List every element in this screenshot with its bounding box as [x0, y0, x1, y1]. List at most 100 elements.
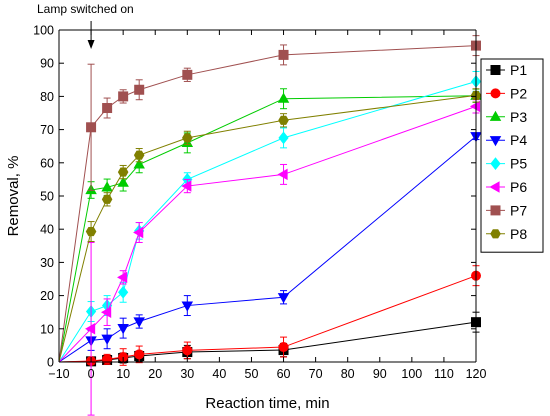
- legend-marker: [490, 205, 501, 216]
- data-point: [118, 91, 129, 102]
- legend-marker: [489, 110, 502, 121]
- legend-label: P6: [510, 179, 527, 195]
- y-tick-label: 0: [47, 356, 54, 370]
- x-tick-label: 110: [434, 367, 454, 381]
- y-tick-label: 60: [40, 156, 54, 170]
- legend-marker: [489, 181, 500, 193]
- data-point: [278, 115, 289, 125]
- data-point: [101, 334, 113, 345]
- data-point: [469, 100, 481, 113]
- y-tick-label: 100: [33, 24, 54, 38]
- legend-label: P5: [510, 156, 527, 172]
- data-point: [182, 69, 193, 80]
- x-tick-label: 120: [466, 367, 487, 381]
- data-point: [277, 293, 290, 304]
- legend-item-p1: P1: [486, 62, 527, 78]
- legend-label: P1: [510, 62, 527, 78]
- x-tick-label: 70: [309, 367, 323, 381]
- data-point: [278, 49, 289, 60]
- legend-label: P4: [510, 132, 527, 148]
- x-tick-label: 100: [401, 367, 422, 381]
- y-tick-label: 90: [40, 57, 54, 71]
- x-axis-ticks: −10 0 10 20 30 40 50 60 70 80 90 100 110 120: [48, 30, 486, 381]
- legend-label: P8: [510, 226, 527, 242]
- series-p3: [58, 88, 482, 363]
- data-point: [278, 131, 289, 145]
- lamp-annotation: Lamp switched on: [37, 2, 134, 49]
- legend-item-p7: P7: [486, 202, 527, 218]
- x-tick-label: 20: [148, 367, 162, 381]
- data-point: [182, 133, 193, 143]
- data-point: [101, 181, 113, 192]
- data-point: [117, 167, 129, 177]
- data-point: [133, 317, 145, 328]
- y-tick-label: 70: [40, 123, 54, 137]
- series-p8: [58, 88, 482, 363]
- series-line: [58, 94, 477, 363]
- legend-marker: [490, 65, 501, 76]
- x-tick-label: 60: [277, 367, 291, 381]
- data-point: [133, 150, 145, 160]
- series-p4: [58, 132, 482, 363]
- data-point: [101, 306, 112, 318]
- x-axis-title: Reaction time, min: [205, 395, 329, 412]
- legend-item-p2: P2: [486, 85, 527, 101]
- annotation-arrowhead: [87, 40, 95, 49]
- y-axis-title: Removal, %: [5, 156, 22, 237]
- data-point: [85, 226, 97, 237]
- y-tick-label: 30: [40, 256, 54, 270]
- legend-label: P3: [510, 109, 527, 125]
- data-point: [102, 354, 113, 365]
- data-point: [84, 323, 96, 335]
- data-point: [86, 122, 97, 133]
- data-point: [133, 226, 144, 239]
- x-tick-label: 30: [180, 367, 194, 381]
- data-point: [117, 324, 129, 335]
- x-tick-label: 90: [373, 367, 387, 381]
- x-tick-label: 10: [116, 367, 130, 381]
- data-point: [181, 301, 194, 312]
- legend-marker: [490, 229, 501, 239]
- legend-item-p8: P8: [486, 226, 527, 242]
- data-point: [278, 342, 289, 353]
- annotation-text: Lamp switched on: [37, 2, 134, 16]
- y-tick-label: 10: [40, 322, 54, 336]
- data-point: [117, 271, 128, 284]
- x-tick-label: 40: [212, 367, 226, 381]
- x-tick-label: 0: [88, 367, 95, 381]
- legend-item-p5: P5: [486, 156, 527, 172]
- plot-area: [58, 35, 482, 416]
- legend-item-p3: P3: [486, 109, 527, 125]
- data-point: [277, 168, 288, 181]
- legend-marker: [490, 88, 501, 99]
- legend: P1 P2 P3 P4 P5 P6 P7 P8: [480, 58, 544, 253]
- y-axis-ticks: 0 10 20 30 40 50 60 70 80 90 100: [33, 24, 476, 370]
- y-tick-label: 50: [40, 190, 54, 204]
- legend-item-p6: P6: [486, 179, 527, 195]
- data-point: [134, 349, 145, 360]
- data-point: [134, 84, 145, 95]
- x-tick-label: −10: [48, 367, 69, 381]
- data-point: [101, 194, 113, 204]
- data-point: [117, 176, 129, 187]
- axes: −10 0 10 20 30 40 50 60 70 80 90 100 110 120 01020304…: [33, 24, 486, 382]
- legend-item-p4: P4: [486, 132, 527, 148]
- data-point: [277, 92, 290, 103]
- x-tick-label: 50: [245, 367, 259, 381]
- series-p7: [58, 35, 481, 363]
- data-point: [118, 285, 129, 299]
- legend-marker: [489, 136, 502, 147]
- legend-label: P7: [510, 202, 527, 218]
- y-tick-label: 40: [40, 223, 54, 237]
- data-point: [133, 158, 145, 169]
- data-point: [102, 103, 113, 114]
- x-tick-label: 80: [341, 367, 355, 381]
- series-line: [58, 95, 477, 363]
- y-tick-label: 20: [40, 289, 54, 303]
- data-point: [181, 180, 192, 192]
- legend-marker: [490, 157, 501, 170]
- y-tick-label: 80: [40, 90, 54, 104]
- data-point: [182, 345, 193, 356]
- legend-label: P2: [510, 85, 527, 101]
